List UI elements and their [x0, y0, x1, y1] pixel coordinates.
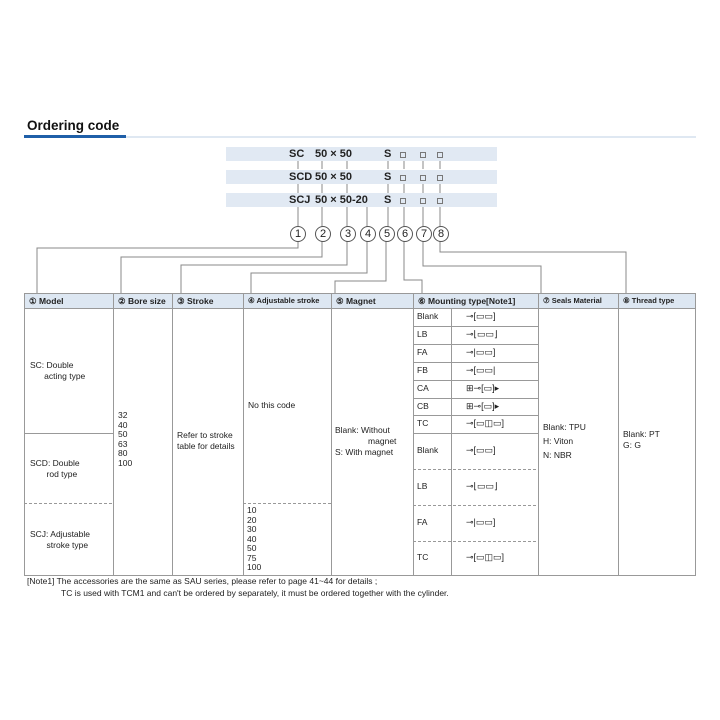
code-number-7: 7	[416, 226, 432, 242]
model-sc: SC: Double acting type	[30, 360, 86, 381]
code-connector	[297, 161, 441, 169]
code-connector	[297, 184, 441, 193]
header-magnet: ⑤ Magnet	[332, 294, 413, 308]
code-row-sc	[226, 147, 497, 161]
header-mounting-type: ⑥ Mounting type[Note1]	[414, 294, 538, 308]
placeholder-box	[400, 175, 406, 181]
note-1: [Note1] The accessories are the same as …	[27, 576, 378, 586]
placeholder-box	[420, 152, 426, 158]
mounting-code: FA	[417, 517, 428, 527]
mounting-code: LB	[417, 329, 428, 339]
code-magnet: S	[384, 148, 392, 160]
header-seals-material: ⑦ Seals Material	[539, 294, 618, 308]
trunnion-icon: ⊸[▭◫▭]	[466, 418, 505, 428]
mounting-code: TC	[417, 552, 429, 562]
mounting-code: TC	[417, 418, 429, 428]
code-number-4: 4	[360, 226, 376, 242]
mounting-code: FA	[417, 347, 428, 357]
code-number-8: 8	[433, 226, 449, 242]
magnet-options: Blank: Without magnet S: With magnet	[335, 425, 397, 457]
leader-stroke	[180, 241, 348, 294]
code-number-2: 2	[315, 226, 331, 242]
front-flange-icon: ⊸|▭▭]	[466, 517, 496, 527]
code-model: SCD	[289, 171, 313, 183]
code-row-scd	[226, 170, 497, 184]
foot-mount-icon: ⊸⌊▭▭⌋	[466, 329, 498, 339]
double-clevis-icon: ⊞⊸[▭]▸	[466, 400, 500, 411]
mounting-code: FB	[417, 365, 428, 375]
header-thread-type: ⑧ Thread type	[619, 294, 695, 308]
leader-seals	[422, 241, 542, 294]
model-scd: SCD: Double rod type	[30, 458, 80, 479]
basic-cylinder-icon: ⊸[▭▭]	[466, 311, 496, 321]
placeholder-box	[420, 175, 426, 181]
front-flange-icon: ⊸|▭▭]	[466, 347, 496, 357]
code-number-6: 6	[397, 226, 413, 242]
seals-options: Blank: TPU H: Viton N: NBR	[543, 422, 586, 460]
leader-adjustable	[250, 241, 368, 294]
code-size: 50 × 50	[315, 148, 353, 160]
adjustable-values: 10 20 30 40 50 75 100	[247, 505, 262, 572]
leader-magnet	[334, 241, 387, 294]
mounting-code: CA	[417, 383, 429, 393]
leader-mounting	[403, 241, 423, 294]
title-underline	[24, 135, 126, 138]
model-scj: SCJ: Adjustable stroke type	[30, 529, 91, 550]
code-magnet: S	[384, 194, 392, 206]
header-stroke: ③ Stroke	[173, 294, 243, 308]
leader-model	[36, 241, 299, 294]
stroke-text: Refer to stroke table for details	[177, 430, 235, 451]
code-number-3: 3	[340, 226, 356, 242]
placeholder-box	[400, 198, 406, 204]
leader-bore	[120, 241, 323, 294]
bore-sizes: 32 40 50 63 80 100	[118, 410, 133, 468]
basic-cylinder-icon: ⊸[▭▭]	[466, 445, 496, 455]
mounting-code: Blank	[417, 445, 439, 455]
leader-thread	[439, 241, 627, 294]
code-magnet: S	[384, 171, 392, 183]
header-bore-size: ② Bore size	[114, 294, 172, 308]
section-title: Ordering code	[27, 118, 120, 133]
placeholder-box	[400, 152, 406, 158]
code-number-1: 1	[290, 226, 306, 242]
header-model: ① Model	[25, 294, 113, 308]
thread-options: Blank: PT G: G	[623, 429, 660, 450]
note-2: TC is used with TCM1 and can't be ordere…	[61, 588, 449, 598]
placeholder-box	[437, 152, 443, 158]
single-clevis-icon: ⊞⊸[▭]▸	[466, 383, 500, 393]
mounting-code: LB	[417, 481, 428, 491]
mounting-code: CB	[417, 400, 429, 411]
placeholder-box	[420, 198, 426, 204]
title-rule	[126, 136, 696, 138]
code-number-5: 5	[379, 226, 395, 242]
placeholder-box	[437, 198, 443, 204]
code-model: SC	[289, 148, 305, 160]
foot-mount-icon: ⊸⌊▭▭⌋	[466, 481, 498, 491]
adjustable-none: No this code	[248, 400, 296, 410]
code-size: 50 × 50-20	[315, 194, 368, 206]
mounting-code: Blank	[417, 311, 439, 321]
code-row-scj	[226, 193, 497, 207]
table-grid	[24, 293, 696, 576]
header-adjustable-stroke: ④ Adjustable stroke	[244, 294, 331, 308]
trunnion-icon: ⊸[▭◫▭]	[466, 552, 505, 562]
code-size: 50 × 50	[315, 171, 353, 183]
code-connector	[297, 207, 441, 227]
code-model: SCJ	[289, 194, 311, 206]
placeholder-box	[437, 175, 443, 181]
rear-flange-icon: ⊸[▭▭|	[466, 365, 496, 375]
